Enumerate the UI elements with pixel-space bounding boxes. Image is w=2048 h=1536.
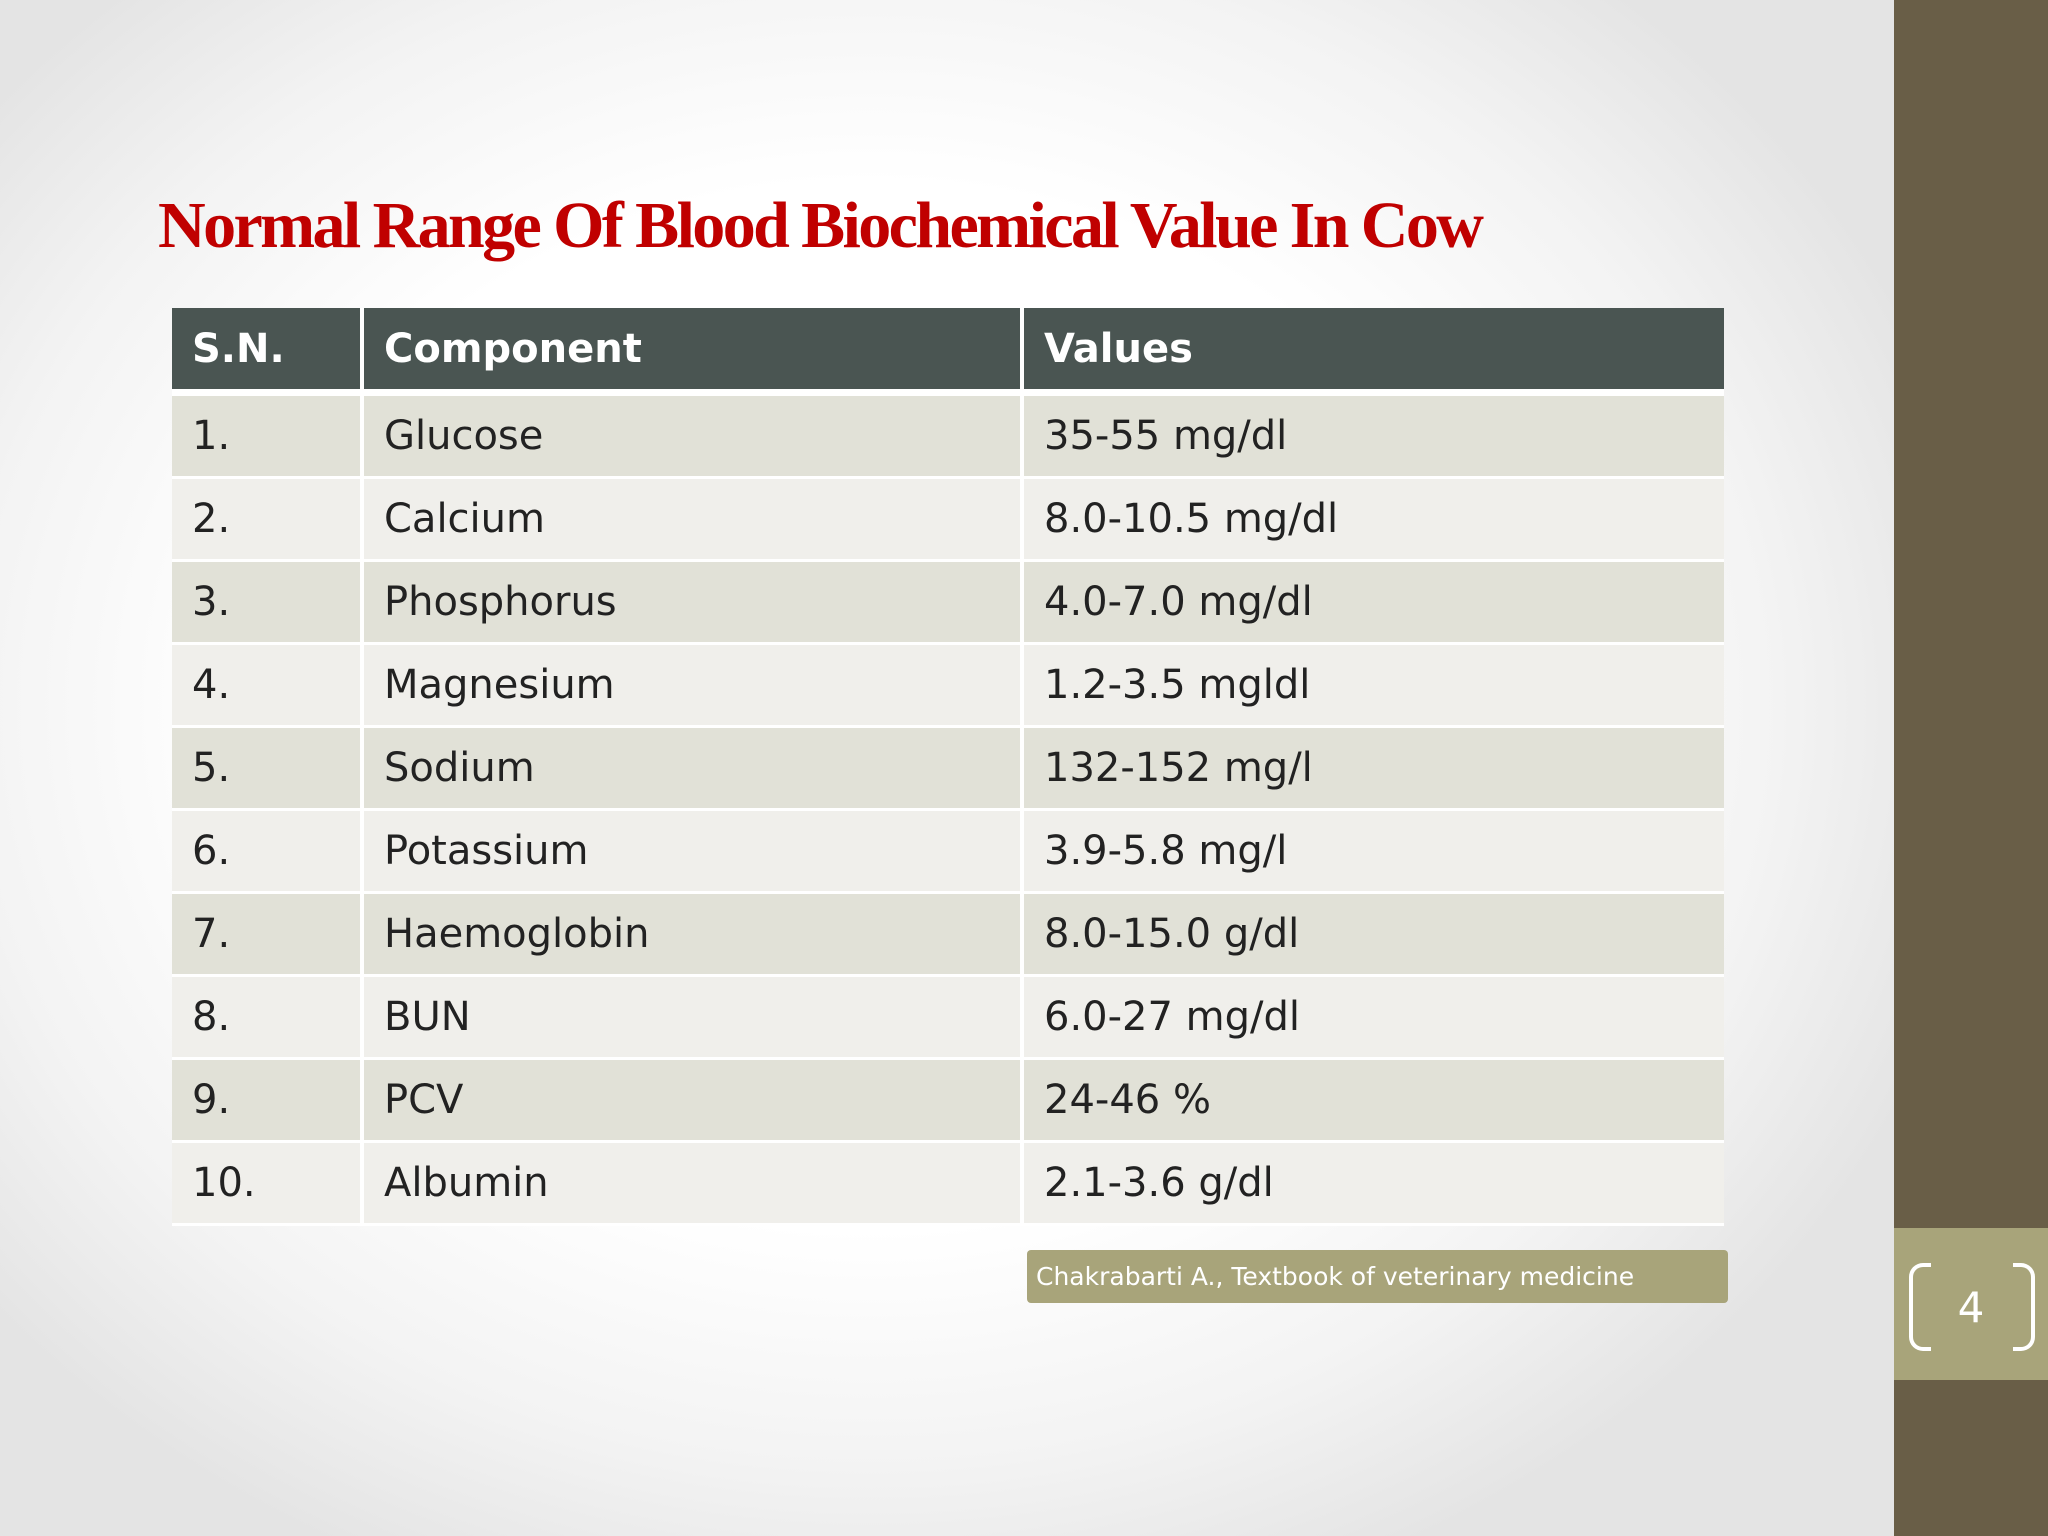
table-row: 5. Sodium 132-152 mg/l: [172, 728, 1724, 811]
cell-sn: 5.: [172, 728, 364, 811]
table-row: 7. Haemoglobin 8.0-15.0 g/dl: [172, 894, 1724, 977]
cell-component: Haemoglobin: [364, 894, 1024, 977]
table-row: 10. Albumin 2.1-3.6 g/dl: [172, 1143, 1724, 1226]
cell-component: Potassium: [364, 811, 1024, 894]
cell-component: PCV: [364, 1060, 1024, 1143]
cell-value: 2.1-3.6 g/dl: [1024, 1143, 1724, 1226]
cell-value: 6.0-27 mg/dl: [1024, 977, 1724, 1060]
cell-component: Glucose: [364, 396, 1024, 479]
cell-component: Sodium: [364, 728, 1024, 811]
slide-title: Normal Range Of Blood Biochemical Value …: [158, 189, 1484, 262]
cell-sn: 9.: [172, 1060, 364, 1143]
cell-value: 24-46 %: [1024, 1060, 1724, 1143]
cell-component: BUN: [364, 977, 1024, 1060]
cell-sn: 2.: [172, 479, 364, 562]
cell-sn: 1.: [172, 396, 364, 479]
cell-value: 3.9-5.8 mg/l: [1024, 811, 1724, 894]
cell-sn: 8.: [172, 977, 364, 1060]
table-row: 2. Calcium 8.0-10.5 mg/dl: [172, 479, 1724, 562]
cell-sn: 3.: [172, 562, 364, 645]
cell-component: Albumin: [364, 1143, 1024, 1226]
header-values: Values: [1024, 308, 1724, 396]
cell-sn: 6.: [172, 811, 364, 894]
cell-value: 4.0-7.0 mg/dl: [1024, 562, 1724, 645]
table-row: 6. Potassium 3.9-5.8 mg/l: [172, 811, 1724, 894]
table-header-row: S.N. Component Values: [172, 308, 1724, 396]
cell-value: 8.0-15.0 g/dl: [1024, 894, 1724, 977]
table-row: 1. Glucose 35-55 mg/dl: [172, 396, 1724, 479]
header-sn: S.N.: [172, 308, 364, 396]
left-bracket-icon: [1909, 1263, 1931, 1351]
table-row: 3. Phosphorus 4.0-7.0 mg/dl: [172, 562, 1724, 645]
blood-values-table: S.N. Component Values 1. Glucose 35-55 m…: [172, 308, 1724, 1226]
cell-value: 1.2-3.5 mgldl: [1024, 645, 1724, 728]
header-component: Component: [364, 308, 1024, 396]
slide-canvas: Normal Range Of Blood Biochemical Value …: [0, 0, 1894, 1536]
right-bracket-icon: [2013, 1263, 2035, 1351]
cell-value: 132-152 mg/l: [1024, 728, 1724, 811]
cell-value: 35-55 mg/dl: [1024, 396, 1724, 479]
cell-component: Magnesium: [364, 645, 1024, 728]
table-row: 4. Magnesium 1.2-3.5 mgldl: [172, 645, 1724, 728]
page-number: 4: [1957, 1283, 1985, 1332]
source-citation: Chakrabarti A., Textbook of veterinary m…: [1027, 1250, 1728, 1303]
cell-sn: 7.: [172, 894, 364, 977]
cell-value: 8.0-10.5 mg/dl: [1024, 479, 1724, 562]
cell-component: Phosphorus: [364, 562, 1024, 645]
cell-component: Calcium: [364, 479, 1024, 562]
cell-sn: 4.: [172, 645, 364, 728]
cell-sn: 10.: [172, 1143, 364, 1226]
page-number-tab: [1894, 1228, 2048, 1380]
table-row: 9. PCV 24-46 %: [172, 1060, 1724, 1143]
table-row: 8. BUN 6.0-27 mg/dl: [172, 977, 1724, 1060]
